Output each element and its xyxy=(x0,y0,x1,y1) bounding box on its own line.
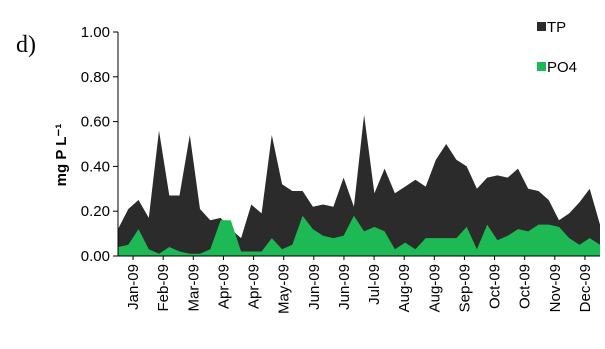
legend-label-po4: PO4 xyxy=(547,59,577,76)
x-tick-label: Mar-09 xyxy=(185,264,202,312)
y-tick-label: 0.60 xyxy=(81,114,110,131)
x-tick-label: Feb-09 xyxy=(155,264,172,312)
x-tick-label: Jun-09 xyxy=(306,264,323,310)
plot-area xyxy=(118,114,600,257)
x-tick-label: Apr-09 xyxy=(246,264,263,309)
y-axis: 0.00 0.20 0.40 0.60 0.80 1.00 xyxy=(81,24,119,265)
legend-swatch-tp xyxy=(537,22,546,31)
panel-label: d) xyxy=(16,32,36,58)
x-tick-label: Nov-09 xyxy=(547,264,564,312)
x-tick-label: May-09 xyxy=(276,264,293,314)
series-area-po4 xyxy=(118,215,600,256)
legend-label-tp: TP xyxy=(547,19,566,36)
x-tick-label: Oct-09 xyxy=(487,264,504,309)
y-tick-label: 0.40 xyxy=(81,158,110,175)
y-tick-label: 1.00 xyxy=(81,24,110,41)
x-tick-label: Oct-09 xyxy=(517,264,534,309)
x-tick-label: Jun-09 xyxy=(336,264,353,310)
x-tick-label: Jul-09 xyxy=(366,264,383,305)
x-tick-label: Sep-09 xyxy=(456,264,473,312)
x-tick-label: Aug-09 xyxy=(396,264,413,312)
y-tick-label: 0.00 xyxy=(81,248,110,265)
x-axis: Jan-09 Feb-09 Mar-09 Apr-09 Apr-09 May-09 Jun-… xyxy=(118,255,600,314)
x-tick-label: Apr-09 xyxy=(215,264,232,309)
legend-swatch-po4 xyxy=(537,62,546,71)
y-tick-label: 0.80 xyxy=(81,69,110,86)
series-area-tp xyxy=(118,114,600,257)
x-tick-label: Jan-09 xyxy=(125,264,142,310)
y-tick-label: 0.20 xyxy=(81,203,110,220)
y-axis-label: mg P L⁻¹ xyxy=(53,124,70,187)
legend: TP PO4 xyxy=(537,19,577,76)
x-tick-label: Dec-09 xyxy=(577,264,594,312)
x-tick-label: Aug-09 xyxy=(426,264,443,312)
